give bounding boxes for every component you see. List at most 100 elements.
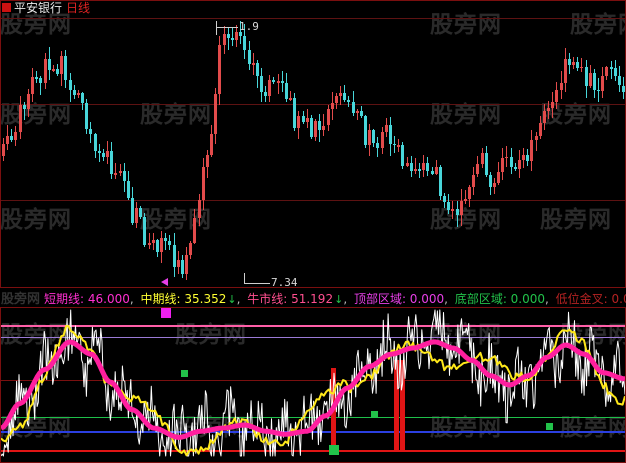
candle	[110, 15, 113, 287]
candle	[264, 15, 267, 287]
candle	[368, 15, 371, 287]
candle-body	[2, 143, 5, 157]
candle-body	[31, 77, 34, 94]
candle-body	[360, 111, 363, 116]
candle-body	[114, 173, 117, 175]
candle-wick	[611, 61, 612, 80]
oscillator-panel[interactable]	[1, 308, 625, 462]
legend-separator: ,	[545, 292, 553, 306]
legend-separator: ,	[129, 292, 138, 306]
candle-body	[189, 242, 192, 256]
candle-wick	[278, 74, 279, 94]
candle	[73, 15, 76, 287]
candle	[10, 15, 13, 287]
candle-body	[248, 49, 251, 65]
candle	[148, 15, 151, 287]
candle-body	[580, 66, 583, 69]
candle-body	[526, 155, 529, 161]
candle	[31, 15, 34, 287]
candle	[160, 15, 163, 287]
candle-body	[352, 102, 355, 113]
candle	[2, 15, 5, 287]
candle	[27, 15, 30, 287]
candle	[277, 15, 280, 287]
candle-body	[522, 155, 525, 161]
candle-body	[564, 59, 567, 84]
candle	[335, 15, 338, 287]
candle-wick	[149, 233, 150, 249]
candle-body	[439, 167, 442, 197]
candle	[89, 15, 92, 287]
candle	[102, 15, 105, 287]
candle	[481, 15, 484, 287]
candle	[44, 15, 47, 287]
candle	[231, 15, 234, 287]
candle-body	[397, 145, 400, 147]
candle	[248, 15, 251, 287]
candle-wick	[232, 27, 233, 47]
candle-wick	[53, 64, 54, 72]
candle	[127, 15, 130, 287]
candle	[6, 15, 9, 287]
candle-body	[335, 96, 338, 103]
candle-wick	[357, 109, 358, 120]
legend-item-3: 顶部区域: 0.000	[353, 292, 445, 306]
candle	[605, 15, 608, 287]
bottom-leader-line	[244, 283, 270, 284]
candle	[597, 15, 600, 287]
top-price-label: 1.9	[239, 20, 259, 33]
candle-body	[52, 69, 55, 71]
candle-body	[69, 79, 72, 90]
legend-item-2: 牛市线: 51.192	[247, 292, 334, 306]
candle-body	[331, 102, 334, 109]
candle	[318, 15, 321, 287]
candle-body	[127, 180, 130, 198]
signal-bar-1	[400, 360, 405, 451]
candle	[39, 15, 42, 287]
signal-bar-2	[394, 360, 399, 451]
candle	[202, 15, 205, 287]
candle	[593, 15, 596, 287]
candle-body	[435, 167, 438, 174]
candle-body	[547, 108, 550, 112]
candle	[135, 15, 138, 287]
price-candlestick-panel[interactable]: 1.9 7.34	[1, 15, 625, 287]
legend-item-0: 短期线: 46.000	[44, 292, 130, 306]
candle-body	[376, 143, 379, 148]
candle	[14, 15, 17, 287]
candle	[347, 15, 350, 287]
candle	[193, 15, 196, 287]
candle	[156, 15, 159, 287]
candle	[418, 15, 421, 287]
stock-name-label: 平安银行	[14, 1, 63, 15]
candle-wick	[240, 20, 241, 44]
candle	[189, 15, 192, 287]
candle	[476, 15, 479, 287]
candle	[306, 15, 309, 287]
candle-body	[243, 35, 246, 50]
candle	[206, 15, 209, 287]
candle	[256, 15, 259, 287]
candle-body	[268, 79, 271, 96]
candle-body	[597, 89, 600, 92]
candle-body	[364, 115, 367, 145]
candle	[35, 15, 38, 287]
bottom-leader-tick	[244, 273, 245, 284]
candle-body	[505, 156, 508, 159]
candle-body	[168, 241, 171, 245]
candle	[564, 15, 567, 287]
candle	[535, 15, 538, 287]
candle-wick	[323, 113, 324, 136]
candle-wick	[99, 143, 100, 163]
candle-body	[618, 76, 621, 86]
candle-body	[164, 238, 167, 242]
candle-wick	[11, 128, 12, 143]
candle-body	[252, 63, 255, 65]
candle-body	[281, 81, 284, 84]
candle	[406, 15, 409, 287]
candle	[472, 15, 475, 287]
candle-wick	[36, 70, 37, 84]
candle	[69, 15, 72, 287]
candle-body	[35, 77, 38, 79]
candle	[622, 15, 625, 287]
